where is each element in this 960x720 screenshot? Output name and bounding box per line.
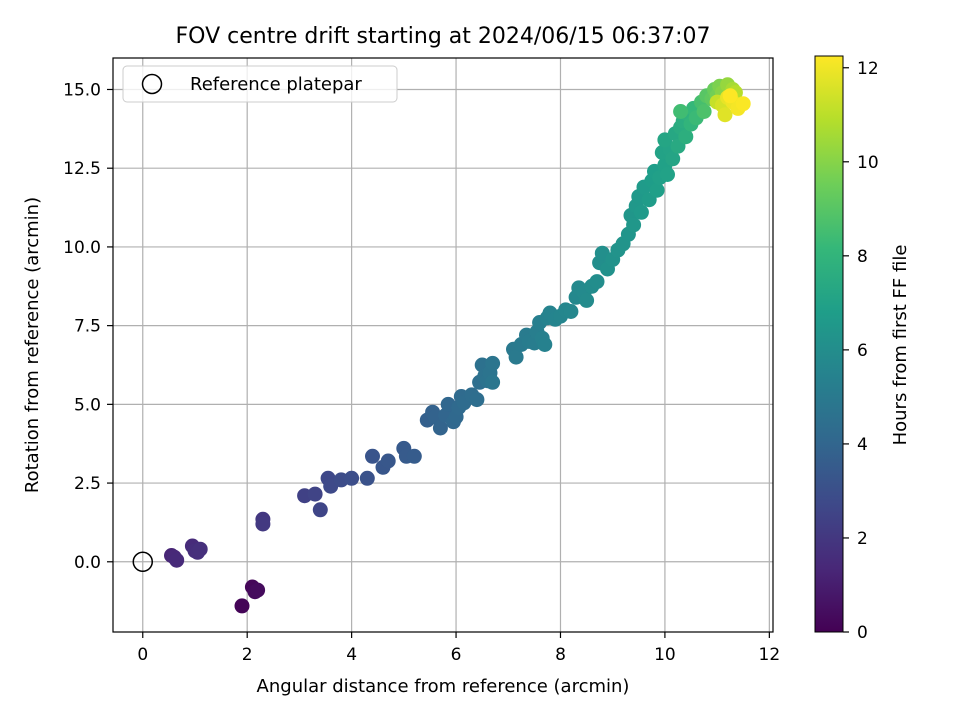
colorbar-tick-label: 8 xyxy=(857,247,868,267)
x-axis-ticks: 0 2 4 6 8 10 12 xyxy=(137,632,780,665)
colorbar-ticks: 0 2 4 6 8 10 12 xyxy=(843,59,879,643)
colorbar-tick-label: 0 xyxy=(857,623,868,643)
x-tick-label: 6 xyxy=(451,645,462,665)
colorbar-tick-label: 2 xyxy=(857,529,868,549)
y-axis-label: Rotation from reference (arcmin) xyxy=(22,197,43,493)
y-tick-label: 7.5 xyxy=(74,317,101,337)
colorbar-tick-label: 4 xyxy=(857,435,868,455)
legend: Reference platepar xyxy=(122,65,398,103)
data-point xyxy=(508,349,524,365)
data-point xyxy=(579,292,595,308)
data-point xyxy=(696,104,712,119)
y-tick-label: 10.0 xyxy=(63,238,101,258)
x-tick-label: 12 xyxy=(759,645,781,665)
colorbar-label: Hours from first FF file xyxy=(890,245,911,446)
y-tick-label: 0.0 xyxy=(74,553,101,573)
data-point xyxy=(380,453,396,469)
x-tick-label: 0 xyxy=(137,645,148,665)
data-point xyxy=(735,96,751,112)
data-point xyxy=(563,304,579,319)
colorbar-tick-label: 6 xyxy=(857,341,868,361)
data-point xyxy=(169,552,185,568)
data-point xyxy=(589,274,605,290)
data-point xyxy=(485,355,501,371)
data-point xyxy=(665,151,681,167)
x-tick-label: 2 xyxy=(242,645,253,665)
data-point xyxy=(192,541,208,557)
legend-box xyxy=(122,65,398,103)
y-axis-ticks: 0.0 2.5 5.0 7.5 10.0 12.5 15.0 xyxy=(63,80,113,573)
data-point xyxy=(359,470,375,486)
x-tick-label: 8 xyxy=(555,645,566,665)
data-point xyxy=(469,392,485,408)
data-point xyxy=(717,107,733,123)
data-point xyxy=(626,217,642,233)
data-point xyxy=(432,420,448,436)
data-point xyxy=(649,182,665,198)
y-tick-label: 5.0 xyxy=(74,395,101,415)
data-point xyxy=(255,516,271,532)
colorbar-tick-label: 10 xyxy=(857,153,879,173)
data-point xyxy=(537,337,553,352)
data-point xyxy=(406,448,422,464)
data-point xyxy=(673,104,689,119)
data-point xyxy=(485,374,501,390)
chart-title: FOV centre drift starting at 2024/06/15 … xyxy=(176,24,711,49)
x-tick-label: 4 xyxy=(346,645,357,665)
x-axis-label: Angular distance from reference (arcmin) xyxy=(257,676,630,697)
data-point xyxy=(633,204,649,220)
data-point xyxy=(234,598,250,614)
data-point xyxy=(344,470,360,486)
colorbar-tick-label: 12 xyxy=(857,59,879,79)
reference-marker xyxy=(132,551,154,573)
legend-label-reference: Reference platepar xyxy=(190,74,362,95)
data-point xyxy=(312,502,328,518)
data-points xyxy=(164,77,751,614)
data-point xyxy=(250,582,266,598)
y-tick-label: 2.5 xyxy=(74,474,101,494)
data-point xyxy=(722,88,738,104)
x-tick-label: 10 xyxy=(654,645,676,665)
y-tick-label: 12.5 xyxy=(63,159,101,179)
data-point xyxy=(678,129,694,145)
colorbar xyxy=(814,55,844,633)
data-point xyxy=(365,448,380,464)
data-point xyxy=(660,167,675,182)
legend-marker-reference xyxy=(141,73,163,95)
plot-frame xyxy=(112,57,774,633)
data-point xyxy=(307,486,323,502)
y-tick-label: 15.0 xyxy=(63,80,101,100)
reference-marker-group xyxy=(132,551,154,573)
